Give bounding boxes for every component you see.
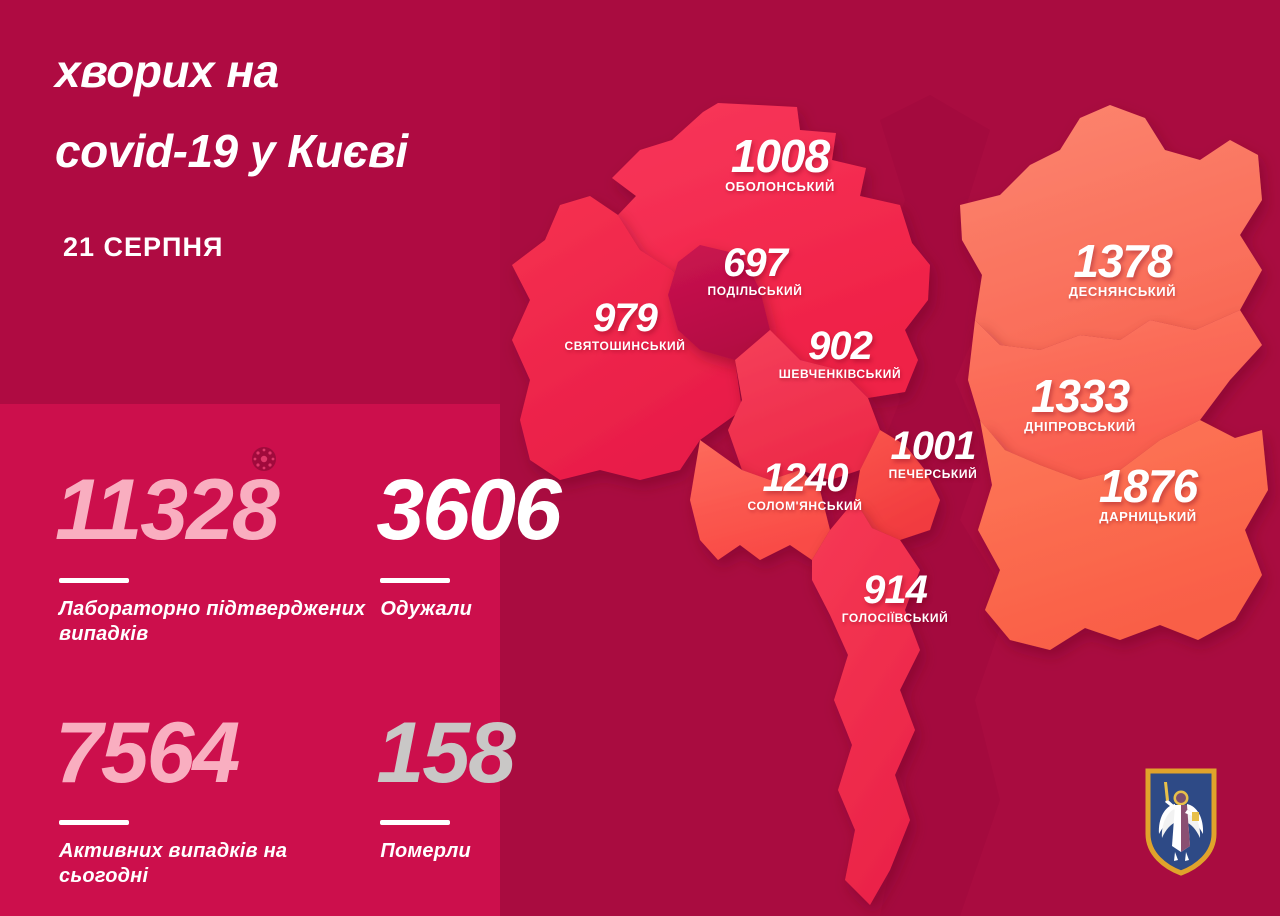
- map-name-solomianskyi: СОЛОМ'ЯНСЬКИЙ: [747, 498, 863, 513]
- district-shape-holosiivskyi[interactable]: [812, 500, 920, 905]
- stat-value-active: 7564: [55, 704, 240, 801]
- map-value-darnytskyi: 1876: [1098, 460, 1198, 512]
- title-line-1: хворих на: [55, 45, 279, 97]
- map-value-sviatoshynskyi: 979: [593, 296, 658, 340]
- poster-header: хворих на covid-19 у Києві 21 СЕРПНЯ: [0, 0, 520, 263]
- stat-label-active: Активних випадків на сьогодні: [59, 840, 288, 888]
- map-label-desnianskyi: 1378 ДЕСНЯНСЬКИЙ: [1040, 235, 1205, 300]
- title-line-2: covid-19 у Києві: [55, 125, 408, 177]
- stats-row-2: 7564 Активних випадків на сьогодні 158 П…: [0, 704, 660, 890]
- map-label-shevchenkivskyi: 902 ШЕВЧЕНКІВСЬКИЙ: [755, 324, 925, 381]
- map-label-podilskyi: 697 ПОДІЛЬСЬКИЙ: [690, 241, 820, 298]
- map-label-holosiivskyi: 914 ГОЛОСІЇВСЬКИЙ: [820, 568, 970, 625]
- stat-confirmed: 11328 Лабораторно підтверджених випадків: [0, 447, 376, 647]
- kyiv-coat-of-arms-icon: [1145, 768, 1217, 876]
- stat-active: 7564 Активних випадків на сьогодні: [0, 704, 376, 890]
- map-value-holosiivskyi: 914: [863, 568, 928, 612]
- map-name-holosiivskyi: ГОЛОСІЇВСЬКИЙ: [841, 610, 949, 625]
- report-date: 21 СЕРПНЯ: [63, 232, 224, 262]
- map-label-darnytskyi: 1876 ДАРНИЦЬКИЙ: [1068, 460, 1228, 525]
- map-name-desnianskyi: ДЕСНЯНСЬКИЙ: [1068, 284, 1177, 300]
- map-name-podilskyi: ПОДІЛЬСЬКИЙ: [707, 283, 803, 298]
- district-shape-desnianskyi[interactable]: [960, 105, 1262, 350]
- stat-value-deaths: 158: [376, 704, 515, 801]
- map-name-obolonskyi: ОБОЛОНСЬКИЙ: [725, 179, 835, 195]
- stat-divider: [380, 577, 451, 583]
- district-shape-solomianskyi[interactable]: [690, 440, 830, 560]
- summary-stats: 11328 Лабораторно підтверджених випадків…: [0, 447, 660, 890]
- stat-label-deaths: Померли: [380, 840, 471, 863]
- map-name-darnytskyi: ДАРНИЦЬКИЙ: [1099, 509, 1197, 525]
- map-value-pecherskyi: 1001: [890, 424, 977, 468]
- stat-value-confirmed: 11328: [55, 462, 280, 558]
- district-shape-podilskyi[interactable]: [668, 245, 770, 360]
- map-value-obolonskyi: 1008: [730, 130, 830, 182]
- stat-divider: [59, 577, 129, 583]
- map-value-podilskyi: 697: [723, 241, 788, 285]
- district-shape-darnytskyi[interactable]: [978, 420, 1268, 650]
- stat-divider: [59, 820, 129, 826]
- map-value-solomianskyi: 1240: [762, 456, 849, 500]
- map-name-shevchenkivskyi: ШЕВЧЕНКІВСЬКИЙ: [778, 366, 902, 381]
- map-name-pecherskyi: ПЕЧЕРСЬКИЙ: [888, 466, 978, 481]
- map-label-dniprovskyi: 1333 ДНІПРОВСЬКИЙ: [1000, 370, 1160, 435]
- virus-icon: [252, 447, 276, 471]
- map-value-desnianskyi: 1378: [1073, 235, 1172, 287]
- district-shape-dniprovskyi[interactable]: [968, 310, 1262, 480]
- map-value-shevchenkivskyi: 902: [808, 324, 873, 368]
- map-label-sviatoshynskyi: 979 СВЯТОШИНСЬКИЙ: [545, 296, 705, 353]
- stat-label-confirmed: Лабораторно підтверджених випадків: [59, 597, 366, 645]
- map-value-dniprovskyi: 1333: [1030, 370, 1130, 422]
- district-shape-pecherskyi[interactable]: [855, 430, 940, 540]
- map-name-sviatoshynskyi: СВЯТОШИНСЬКИЙ: [564, 338, 686, 353]
- map-label-solomianskyi: 1240 СОЛОМ'ЯНСЬКИЙ: [725, 456, 885, 513]
- page-title: хворих на covid-19 у Києві: [0, 0, 520, 174]
- stat-value-recovered: 3606: [376, 462, 561, 558]
- stat-divider: [380, 820, 451, 826]
- stat-recovered: 3606 Одужали: [376, 462, 660, 647]
- stats-row-1: 11328 Лабораторно підтверджених випадків…: [0, 447, 660, 647]
- map-label-pecherskyi: 1001 ПЕЧЕРСЬКИЙ: [868, 424, 998, 481]
- map-label-obolonskyi: 1008 ОБОЛОНСЬКИЙ: [700, 130, 860, 195]
- stat-label-recovered: Одужали: [380, 597, 473, 620]
- stat-deaths: 158 Померли: [376, 704, 660, 890]
- map-name-dniprovskyi: ДНІПРОВСЬКИЙ: [1024, 419, 1136, 435]
- district-shape-shevchenkivskyi[interactable]: [728, 330, 880, 480]
- district-shape-sviatoshynskyi[interactable]: [512, 196, 742, 480]
- district-shape-obolonskyi[interactable]: [612, 103, 930, 398]
